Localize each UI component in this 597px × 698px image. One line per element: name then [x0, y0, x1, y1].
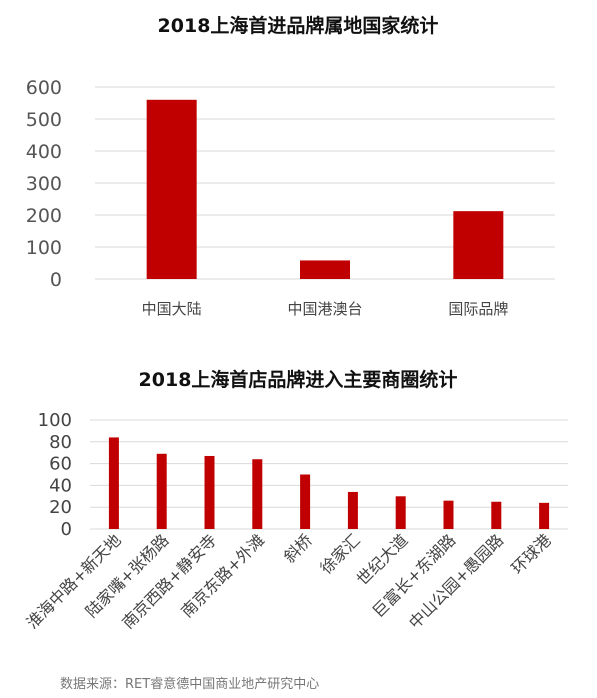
chart1-x-tick-label: 国际品牌 — [448, 300, 508, 318]
chart2-x-tick-label: 斜桥 — [280, 530, 316, 566]
chart2-title: 2018上海首店品牌进入主要商圈统计 — [139, 368, 458, 391]
chart1-y-tick-label: 100 — [26, 237, 62, 259]
chart1-y-tick-label: 600 — [26, 77, 62, 99]
chart2-y-tick-label: 20 — [49, 497, 72, 518]
chart1-y-axis-ticks: 0 100 200 300 400 500 600 — [26, 77, 62, 291]
chart1-bar — [146, 99, 197, 279]
chart2-bar — [491, 501, 502, 529]
chart2-y-tick-label: 80 — [49, 432, 72, 453]
chart2-x-tick-label: 巨富长+东湖路 — [369, 530, 460, 621]
chart2-y-tick-label: 100 — [38, 410, 72, 431]
chart1-x-axis-ticks: 中国大陆 中国港澳台 国际品牌 — [142, 300, 509, 318]
chart2-bar — [300, 474, 311, 529]
chart1-bar — [453, 211, 504, 279]
chart2-y-tick-label: 40 — [49, 475, 72, 496]
chart1-bar — [300, 260, 350, 279]
chart1-bars — [146, 99, 504, 279]
chart2-bar — [108, 437, 119, 529]
chart1-y-tick-label: 500 — [26, 109, 62, 131]
chart2-bar — [395, 496, 406, 529]
chart2-bar — [204, 455, 215, 529]
chart1-y-tick-label: 400 — [26, 141, 62, 163]
chart2-x-tick-label: 南京东路+外滩 — [177, 530, 268, 621]
chart2-y-tick-label: 0 — [61, 519, 72, 540]
chart2-bars — [108, 437, 550, 529]
chart2-y-tick-label: 60 — [49, 454, 72, 475]
chart2-bar — [347, 491, 358, 529]
chart1-y-tick-label: 0 — [50, 269, 62, 291]
chart2-bar — [156, 453, 167, 529]
chart1-y-tick-label: 200 — [26, 205, 62, 227]
chart2-bar — [539, 502, 550, 529]
chart2-gridlines — [90, 419, 568, 530]
chart2-bar — [252, 459, 263, 529]
chart1-y-tick-label: 300 — [26, 173, 62, 195]
chart2-x-tick-label: 陆家嘴+张杨路 — [82, 530, 173, 621]
source-note: 数据来源：RET睿意德中国商业地产研究中心 — [60, 676, 319, 692]
chart1-x-tick-label: 中国港澳台 — [287, 300, 362, 318]
chart1-title: 2018上海首进品牌属地国家统计 — [158, 14, 439, 37]
chart2-bar — [443, 500, 454, 529]
chart1-x-tick-label: 中国大陆 — [142, 300, 202, 318]
chart2-x-tick-label: 环球港 — [508, 530, 555, 577]
